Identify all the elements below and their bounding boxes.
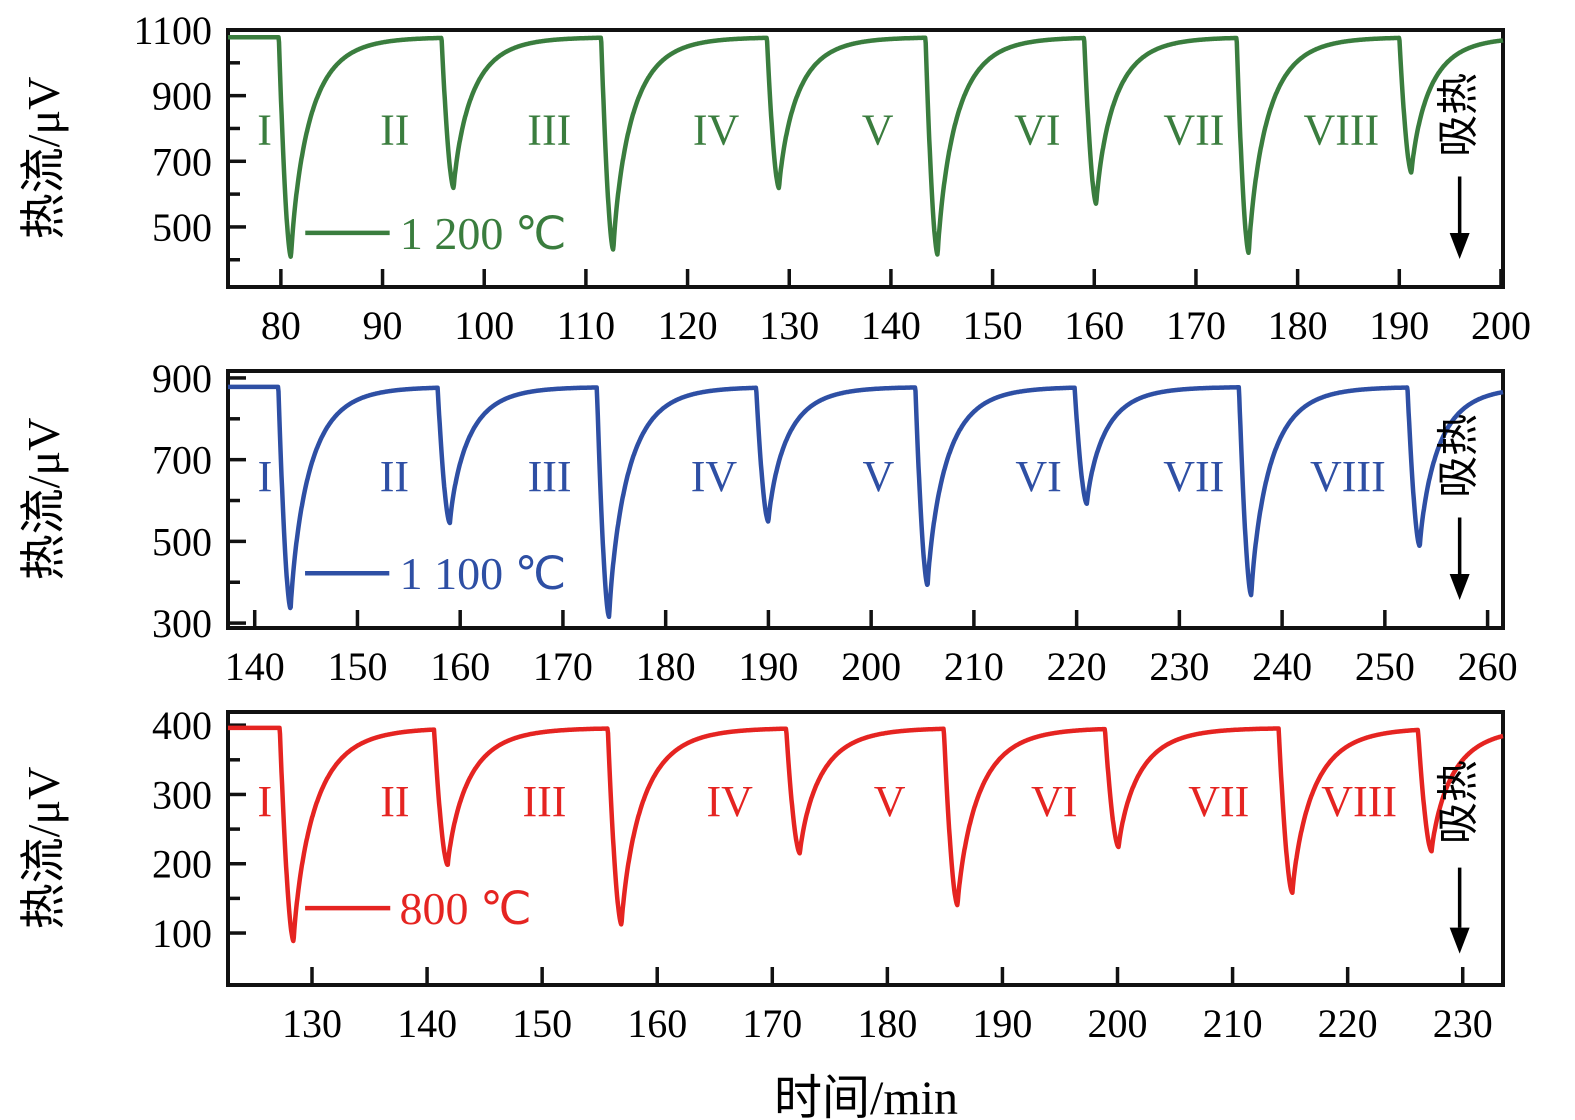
x-tick-label: 200 [1088, 1001, 1148, 1046]
cycle-label: I [257, 777, 272, 826]
endothermic-label: 吸热 [1437, 73, 1483, 157]
cycle-label: III [528, 452, 572, 501]
panel-800c: 130 140 150 160 170 180 190 200 210 220 230 100 200 3… [152, 703, 1505, 1046]
axes-frame [226, 710, 1505, 987]
x-tick-label: 170 [1166, 303, 1226, 348]
axes-frame [226, 369, 1505, 630]
cycle-label: VIII [1310, 452, 1386, 501]
y-tick-label: 500 [152, 205, 212, 250]
y-tick-label: 1100 [133, 8, 212, 53]
y-tick-label: 700 [152, 139, 212, 184]
x-tick-label: 100 [454, 303, 514, 348]
y-tick-label: 300 [152, 772, 212, 817]
x-tick-label: 160 [627, 1001, 687, 1046]
panel-1100c: 140 150 160 170 180 190 200 210 220 230 240 250 260 3… [152, 356, 1518, 689]
y-tick-label: 400 [152, 703, 212, 748]
y-tick-label: 500 [152, 519, 212, 564]
x-tick-label: 170 [533, 644, 593, 689]
cycle-label: V [862, 105, 894, 154]
x-tick-label: 210 [944, 644, 1004, 689]
x-tick-label: 150 [327, 644, 387, 689]
x-tick-label: 180 [857, 1001, 917, 1046]
curve-1100c [226, 384, 1505, 620]
cycle-label: VII [1163, 452, 1224, 501]
x-tick-label: 140 [225, 644, 285, 689]
cycle-label: IV [693, 105, 740, 154]
cycle-label: VI [1014, 105, 1060, 154]
x-tick-label: 140 [861, 303, 921, 348]
legend-label: 800 ℃ [399, 883, 531, 934]
panel-1200c: 80 90 100 110 120 130 140 150 160 170 180 190 200 500… [133, 8, 1530, 348]
cycle-label: VII [1163, 105, 1224, 154]
x-tick-label: 130 [282, 1001, 342, 1046]
cycle-label: II [380, 452, 409, 501]
x-tick-label: 160 [430, 644, 490, 689]
axes-frame [226, 28, 1505, 289]
x-tick-label: 170 [742, 1001, 802, 1046]
endothermic-label: 吸热 [1437, 414, 1483, 498]
endothermic-arrow-head [1449, 927, 1470, 954]
cycle-label: VI [1031, 777, 1077, 826]
legend-label: 1 200 ℃ [400, 208, 567, 259]
cycle-label: II [380, 777, 409, 826]
cycle-label: IV [691, 452, 738, 501]
x-tick-label: 120 [658, 303, 718, 348]
x-tick-label: 160 [1064, 303, 1124, 348]
endothermic-arrow-head [1449, 574, 1470, 601]
x-tick-label: 220 [1318, 1001, 1378, 1046]
x-tick-label: 260 [1458, 644, 1518, 689]
x-tick-label: 230 [1433, 1001, 1493, 1046]
y-tick-label: 300 [152, 601, 212, 646]
x-tick-label: 190 [738, 644, 798, 689]
cycle-label: III [527, 105, 571, 154]
x-tick-label: 200 [841, 644, 901, 689]
cycle-label: I [258, 452, 273, 501]
x-tick-label: 150 [963, 303, 1023, 348]
x-tick-label: 140 [397, 1001, 457, 1046]
y-tick-label: 900 [152, 356, 212, 401]
cycle-label: IV [706, 777, 753, 826]
x-tick-label: 90 [363, 303, 403, 348]
x-tick-label: 240 [1252, 644, 1312, 689]
cycle-label: I [257, 105, 272, 154]
x-tick-label: 150 [512, 1001, 572, 1046]
x-axis-title: 时间/min [773, 1072, 959, 1120]
cycle-label: V [874, 777, 906, 826]
cycle-label: VIII [1303, 105, 1379, 154]
x-tick-label: 200 [1471, 303, 1531, 348]
x-tick-label: 190 [972, 1001, 1032, 1046]
x-tick-label: 250 [1355, 644, 1415, 689]
y-tick-label: 100 [152, 911, 212, 956]
cycle-label: II [380, 105, 409, 154]
curve-1200c [226, 34, 1505, 259]
x-tick-label: 180 [1268, 303, 1328, 348]
x-tick-label: 220 [1047, 644, 1107, 689]
x-tick-label: 180 [636, 644, 696, 689]
cycle-label: III [522, 777, 566, 826]
curve-800c [226, 725, 1505, 944]
y-tick-label: 700 [152, 438, 212, 483]
cycle-label: VII [1188, 777, 1249, 826]
cycle-label: VI [1015, 452, 1061, 501]
y-tick-label: 200 [152, 842, 212, 887]
legend-label: 1 100 ℃ [400, 548, 567, 599]
endothermic-arrow-head [1449, 233, 1470, 260]
x-tick-label: 190 [1369, 303, 1429, 348]
x-tick-label: 110 [557, 303, 616, 348]
cycle-label: VIII [1321, 777, 1397, 826]
x-tick-label: 130 [759, 303, 819, 348]
x-tick-label: 80 [261, 303, 301, 348]
x-tick-label: 210 [1203, 1001, 1263, 1046]
y-tick-label: 900 [152, 74, 212, 119]
x-tick-label: 230 [1149, 644, 1209, 689]
endothermic-label: 吸热 [1437, 760, 1483, 844]
cycle-label: V [862, 452, 894, 501]
